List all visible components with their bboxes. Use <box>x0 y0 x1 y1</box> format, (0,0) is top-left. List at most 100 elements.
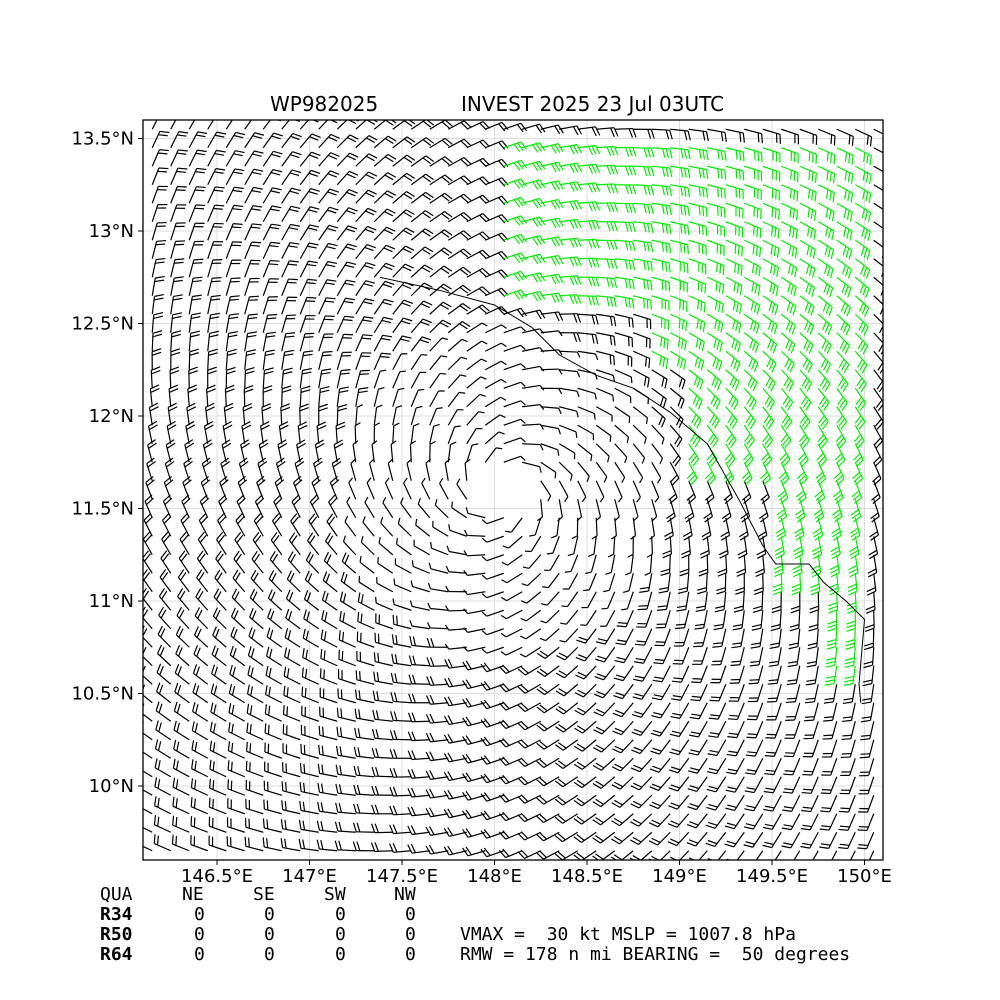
storm-title: INVEST 2025 23 Jul 03UTC <box>461 92 725 116</box>
wind-barb <box>429 440 436 463</box>
wind-barb <box>712 628 727 648</box>
wind-barb <box>686 480 697 505</box>
wind-barb <box>762 258 780 277</box>
wind-barb <box>170 185 187 204</box>
wind-barb <box>764 757 782 776</box>
wind-barb <box>143 741 153 759</box>
wind-barb <box>207 348 218 370</box>
wind-barb <box>745 850 764 860</box>
wind-barb <box>211 664 227 685</box>
wind-barb <box>265 646 283 667</box>
wind-barb <box>308 513 320 537</box>
wind-barb <box>780 295 797 316</box>
wind-barb <box>445 585 467 593</box>
wind-barb <box>225 120 244 130</box>
wind-barb <box>860 721 875 741</box>
wind-barb <box>257 457 268 481</box>
wind-barb <box>434 499 449 519</box>
table-cell: 0 <box>335 944 346 965</box>
wind-barb <box>466 267 490 278</box>
wind-barb <box>238 457 249 481</box>
wind-barb <box>384 477 394 500</box>
wind-barb <box>651 480 660 503</box>
wind-barb <box>725 276 743 295</box>
wind-barb <box>427 582 449 593</box>
wind-barb <box>410 264 434 278</box>
wind-barb <box>762 350 777 373</box>
wind-barb <box>651 702 671 719</box>
wind-barb <box>337 669 356 685</box>
wind-barb <box>336 225 358 241</box>
wind-barb <box>854 221 871 241</box>
wind-barb <box>667 850 690 860</box>
wind-barb <box>222 420 233 444</box>
wind-barb <box>564 554 579 573</box>
wind-barb <box>262 241 281 259</box>
wind-barb <box>392 405 403 426</box>
wind-barb <box>716 573 727 595</box>
wind-barb <box>622 573 634 593</box>
wind-barb <box>373 208 396 223</box>
wind-barb <box>305 551 320 574</box>
wind-barb <box>214 569 227 593</box>
wind-barb <box>595 480 605 503</box>
wind-barb <box>707 739 727 757</box>
wind-barb <box>816 443 828 467</box>
wind-barb <box>854 332 869 355</box>
wind-barb <box>157 644 172 667</box>
wind-barb <box>522 554 542 569</box>
y-tick-label: 12.5°N <box>71 314 134 335</box>
wind-barb <box>355 244 376 260</box>
wind-barb <box>636 610 653 628</box>
wind-barb <box>187 384 198 407</box>
wind-barb <box>447 374 467 389</box>
wind-barb <box>466 393 486 408</box>
wind-barb <box>536 850 560 860</box>
wind-barb <box>425 458 431 481</box>
wind-barb <box>447 230 472 241</box>
wind-barb <box>503 307 528 318</box>
wind-barb <box>554 794 579 806</box>
wind-barb <box>725 406 738 429</box>
wind-barb <box>540 292 564 303</box>
wind-barb <box>743 387 757 411</box>
wind-barb <box>595 443 610 463</box>
wind-barb <box>633 258 653 272</box>
wind-barb <box>766 702 782 721</box>
wind-barb <box>407 769 430 779</box>
wind-barb <box>783 739 801 758</box>
wind-barb <box>319 687 338 704</box>
wind-barb <box>209 740 227 759</box>
wind-barb <box>817 295 833 317</box>
wind-barb <box>209 721 227 741</box>
wind-barb <box>681 536 691 559</box>
wind-barb <box>651 369 668 389</box>
wind-barb <box>735 573 745 595</box>
wind-barb <box>177 569 190 593</box>
wind-barb <box>833 462 845 486</box>
wind-barb <box>247 646 264 667</box>
wind-barb <box>725 202 744 219</box>
wind-barb <box>229 645 246 667</box>
wind-barb <box>188 120 196 130</box>
wind-barb <box>595 499 602 522</box>
wind-barb <box>796 461 808 486</box>
wind-barb <box>848 536 860 560</box>
wind-barb <box>577 424 595 441</box>
wind-barb <box>651 443 664 465</box>
wind-barb <box>429 423 440 444</box>
wind-barb <box>762 313 778 335</box>
wind-barb <box>353 803 375 815</box>
wind-barb <box>370 823 393 834</box>
wind-barb <box>762 387 776 411</box>
x-tick-label: 148.5°E <box>551 866 623 887</box>
wind-barb <box>200 475 211 500</box>
wind-barb <box>688 443 700 467</box>
wind-barb <box>868 850 875 860</box>
wind-barb <box>170 348 181 370</box>
wind-barb <box>632 369 650 388</box>
wind-barb <box>559 369 581 378</box>
wind-barb <box>596 202 619 213</box>
wind-barb <box>693 628 708 648</box>
wind-barb <box>614 276 635 290</box>
